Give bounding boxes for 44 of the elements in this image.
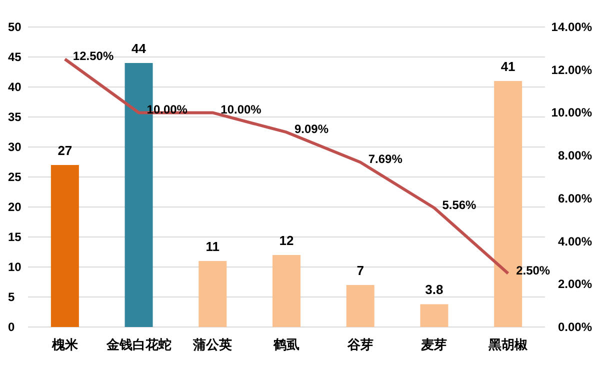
data-label: 7.69%: [368, 152, 403, 166]
y2-tick-label: 4.00%: [558, 234, 592, 248]
y-tick-label: 15: [8, 230, 22, 244]
y2-tick-label: 6.00%: [558, 191, 592, 206]
data-label: 44: [132, 41, 147, 56]
y-tick-label: 35: [8, 110, 22, 124]
x-tick-label: 槐米: [50, 337, 79, 352]
data-label: 5.56%: [442, 198, 477, 212]
bar: [198, 261, 227, 327]
data-label: 12.50%: [72, 49, 114, 64]
y-tick-label: 0: [8, 320, 15, 334]
x-tick-label: 蒲公英: [192, 337, 232, 352]
data-label: 2.50%: [516, 263, 550, 278]
y-tick-label: 5: [8, 290, 15, 304]
data-label: 27: [58, 143, 72, 158]
data-label: 10.00%: [220, 102, 262, 117]
x-tick-label: 黑胡椒: [488, 337, 529, 352]
bar: [420, 304, 448, 327]
y-tick-label: 20: [8, 200, 22, 214]
y2-tick-label: 14.00%: [551, 20, 592, 34]
y-tick-label: 25: [8, 170, 22, 184]
bar: [346, 285, 374, 327]
y-tick-label: 50: [8, 20, 22, 34]
data-label: 12: [279, 233, 294, 248]
x-tick-label: 谷芽: [346, 337, 374, 352]
x-tick-label: 金钱白花蛇: [105, 337, 172, 352]
y-tick-label: 45: [8, 50, 22, 64]
bar: [50, 165, 79, 327]
x-tick-label: 麦芽: [420, 337, 448, 352]
y-tick-label: 30: [8, 140, 22, 154]
y2-tick-label: 12.00%: [551, 62, 592, 77]
data-label: 7: [356, 263, 364, 278]
y2-tick-label: 0.00%: [558, 320, 592, 334]
bar: [272, 255, 300, 327]
y2-tick-label: 10.00%: [551, 106, 592, 120]
y-tick-label: 10: [8, 260, 22, 274]
y-tick-label: 40: [8, 80, 22, 94]
data-label: 3.8: [425, 282, 444, 298]
y2-tick-label: 8.00%: [558, 148, 592, 163]
data-label: 9.09%: [294, 122, 329, 136]
x-tick-label: 鹤虱: [272, 337, 300, 352]
data-label: 11: [206, 239, 220, 254]
data-label: 41: [500, 59, 516, 74]
y2-tick-label: 2.00%: [558, 277, 592, 292]
